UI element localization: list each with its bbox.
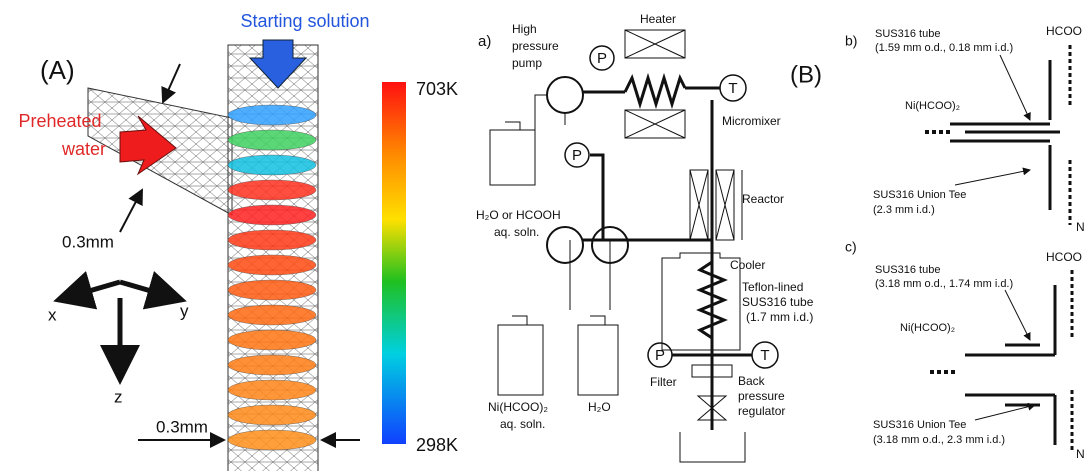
component-label: Ni(HCOO)₂ <box>488 400 548 414</box>
temperature-slice <box>228 430 316 450</box>
component-label: (2.3 mm i.d.) <box>873 204 935 216</box>
component-label: H₂O or HCOOH <box>476 208 561 222</box>
gauge-label: P <box>572 147 582 164</box>
component-label: (1.59 mm o.d., 0.18 mm i.d.) <box>875 42 1013 54</box>
pipe <box>535 95 610 310</box>
panel-b-mixers: b) SUS316 tube (1.59 mm o.d., 0.18 mm i.… <box>845 24 1085 461</box>
component-label: (3.18 mm o.d., 1.74 mm i.d.) <box>875 278 1013 290</box>
component-label: SUS316 Union Tee <box>873 419 966 431</box>
component-label: pressure <box>738 389 785 403</box>
component-label: SUS316 Union Tee <box>873 189 966 201</box>
axis-label: z <box>114 387 123 406</box>
component-label: Reactor <box>742 192 784 206</box>
temperature-slice <box>228 180 316 200</box>
component-label: Teflon-lined <box>742 280 803 294</box>
inlet-label: Ni(HCOO)₂ <box>900 322 955 334</box>
component-label: H₂O <box>588 400 611 414</box>
figure: (A) Starting solution Preheated water 0.… <box>0 0 1089 471</box>
axis-label: x <box>48 305 57 324</box>
collector <box>680 432 745 462</box>
component-label: Filter <box>650 375 677 389</box>
x-axis <box>58 282 120 300</box>
colorbar-label: 703K <box>416 79 458 99</box>
dimension-label: 0.3mm <box>156 417 208 436</box>
temperature-slice <box>228 380 316 400</box>
inlet-label: Starting solution <box>240 11 369 31</box>
pointer <box>1005 290 1030 340</box>
heater-coil <box>625 78 685 104</box>
temperature-slice <box>228 205 316 225</box>
component-label: pressure <box>512 39 559 53</box>
temperature-slice <box>228 330 316 350</box>
inlet-label: HCOO <box>1046 250 1082 264</box>
temperature-slice <box>228 105 316 125</box>
y-axis <box>120 282 182 300</box>
colorbar-label: 298K <box>416 435 458 455</box>
pump <box>547 77 583 113</box>
dimension-arrow <box>163 64 180 102</box>
tee-c <box>965 285 1055 445</box>
component-label: pump <box>512 56 542 70</box>
component-label: Back <box>738 374 766 388</box>
temperature-slice <box>228 230 316 250</box>
tee-b <box>950 60 1060 210</box>
component-label: Cooler <box>730 258 765 272</box>
inlet-label: HCOO <box>1046 24 1082 38</box>
component-label: (1.7 mm i.d.) <box>746 310 813 324</box>
temperature-slice <box>228 130 316 150</box>
temperature-slice <box>228 355 316 375</box>
thermometer-label: T <box>728 80 737 97</box>
outlet-label: N <box>1076 447 1085 461</box>
panel-label: (B) <box>790 61 822 88</box>
subpanel-label: a) <box>478 33 491 50</box>
component-label: SUS316 tube <box>875 28 940 40</box>
component-label: High <box>512 22 537 36</box>
dimension-arrow <box>120 190 142 232</box>
dimension-label: 0.3mm <box>62 232 114 251</box>
pointer <box>1000 55 1030 120</box>
temperature-slice <box>228 155 316 175</box>
gauge-label: P <box>597 50 607 67</box>
outlet-label: N <box>1076 220 1085 234</box>
component-label: SUS316 tube <box>875 264 940 276</box>
water-label: Preheated <box>18 111 101 131</box>
component-label: SUS316 tube <box>742 295 814 309</box>
component-label: aq. soln. <box>500 417 545 431</box>
pump <box>547 227 583 263</box>
thermometer-label: T <box>760 347 769 364</box>
panel-b-schematic: a) (B) High pressure pump Heater P P P T… <box>476 12 822 462</box>
inlet-label: Ni(HCOO)₂ <box>905 100 960 112</box>
pointer <box>975 405 1035 420</box>
component-label: Micromixer <box>722 114 781 128</box>
colorbar <box>382 82 406 444</box>
panel-label: (A) <box>40 55 75 85</box>
temperature-slice <box>228 280 316 300</box>
component-label: Heater <box>640 12 676 26</box>
component-label: aq. soln. <box>494 225 539 239</box>
component-label: (3.18 mm o.d., 2.3 mm i.d.) <box>873 434 1005 446</box>
subpanel-label: b) <box>845 33 857 49</box>
component-label: regulator <box>738 404 785 418</box>
panel-a: (A) Starting solution Preheated water 0.… <box>18 11 458 471</box>
temperature-slice <box>228 305 316 325</box>
temperature-slice <box>228 255 316 275</box>
temperature-slice <box>228 405 316 425</box>
axis-label: y <box>180 301 189 320</box>
pointer <box>955 170 1030 185</box>
water-label: water <box>61 139 106 159</box>
subpanel-label: c) <box>845 239 857 255</box>
